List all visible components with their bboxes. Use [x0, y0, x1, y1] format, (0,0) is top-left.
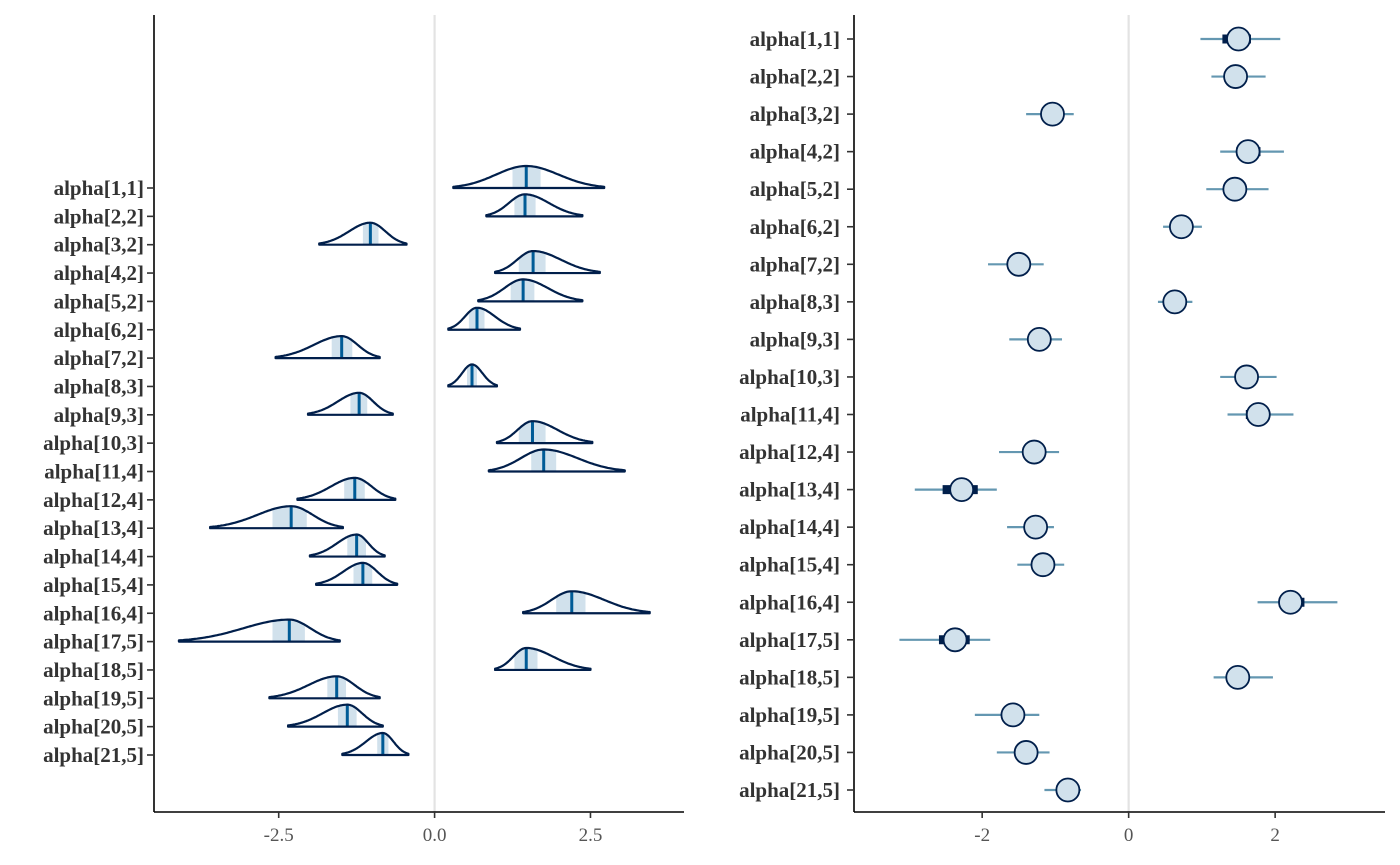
y-tick-label: alpha[9,3]: [750, 327, 840, 351]
y-tick-label: alpha[1,1]: [750, 27, 840, 51]
point-estimate: [1013, 740, 1039, 765]
interval-panel: -2 0 2 alpha[1,1] alpha[2,2] alpha[3,2] alpha[…: [739, 15, 1385, 846]
density-curve: [308, 533, 386, 558]
y-tick-label: alpha[18,5]: [43, 658, 144, 682]
density-curve: [177, 618, 341, 643]
y-tick-label: alpha[4,2]: [54, 261, 144, 285]
y-tick-label: alpha[5,2]: [54, 289, 144, 313]
y-tick-label: alpha[15,4]: [739, 553, 840, 577]
density-curve: [493, 250, 601, 275]
y-tick-label: alpha[11,4]: [44, 460, 144, 484]
y-tick-label: alpha[3,2]: [750, 102, 840, 126]
y-tick-label: alpha[19,5]: [739, 703, 840, 727]
point-estimate: [1023, 514, 1049, 540]
y-tick-label: alpha[16,4]: [43, 601, 144, 625]
y-tick-label: alpha[21,5]: [739, 778, 840, 802]
point-estimate: [1278, 589, 1303, 615]
y-tick-label: alpha[17,5]: [43, 630, 144, 654]
point-estimate: [942, 627, 968, 653]
point-estimate: [1021, 439, 1047, 465]
x-tick-label: -2.5: [264, 825, 294, 846]
density-curve: [452, 164, 606, 190]
point-estimate: [1168, 214, 1194, 240]
density-curve: [477, 278, 584, 303]
point-estimate: [1223, 64, 1248, 89]
y-tick-label: alpha[2,2]: [54, 204, 144, 228]
y-tick-label: alpha[8,3]: [750, 290, 840, 314]
density-curve: [286, 703, 384, 728]
density-curve: [341, 731, 410, 757]
y-tick-label: alpha[20,5]: [739, 740, 840, 764]
y-tick-label: alpha[9,3]: [54, 403, 144, 427]
y-tick-label: alpha[4,2]: [750, 140, 840, 164]
density-curve: [493, 646, 592, 672]
density-curve: [318, 221, 408, 246]
point-estimate: [1040, 101, 1065, 127]
y-tick-label: alpha[7,2]: [54, 346, 144, 370]
y-tick-label: alpha[14,4]: [739, 515, 840, 539]
point-estimate: [949, 477, 975, 503]
density-curve: [522, 590, 651, 615]
y-tick-label: alpha[10,3]: [43, 431, 144, 455]
y-tick-label: alpha[19,5]: [43, 686, 144, 710]
density-curve: [315, 561, 399, 586]
density-curve: [268, 675, 381, 700]
y-tick-label: alpha[6,2]: [750, 215, 840, 239]
density-curve: [209, 505, 345, 530]
y-tick-label: alpha[14,4]: [43, 545, 144, 569]
point-estimate: [1030, 552, 1056, 578]
x-tick-label: 0: [1124, 825, 1134, 846]
density-curve: [447, 306, 522, 331]
y-tick-label: alpha[13,4]: [739, 478, 840, 502]
y-tick-label: alpha[8,3]: [54, 374, 144, 398]
ridgeline-panel: -2.5 0.0 2.5 alpha[1,1] alpha[2,2] alpha[3,2]…: [43, 15, 684, 846]
y-tick-label: alpha[11,4]: [740, 403, 840, 427]
point-estimate: [1000, 702, 1026, 728]
y-tick-label: alpha[3,2]: [54, 233, 144, 257]
point-estimate: [1162, 289, 1188, 315]
point-estimate: [1225, 664, 1251, 690]
density-curve: [296, 476, 397, 501]
y-tick-label: alpha[21,5]: [43, 743, 144, 767]
point-estimate: [1235, 139, 1261, 165]
y-tick-label: alpha[15,4]: [43, 573, 144, 597]
density-curve: [485, 193, 584, 218]
point-estimate: [1055, 777, 1081, 803]
x-tick-label: 2.5: [579, 825, 603, 846]
x-tick-label: 2: [1270, 825, 1280, 846]
y-tick-label: alpha[7,2]: [750, 252, 840, 276]
density-inner-area: [272, 506, 307, 529]
y-tick-label: alpha[5,2]: [750, 177, 840, 201]
y-tick-label: alpha[18,5]: [739, 665, 840, 689]
density-curve: [274, 335, 381, 360]
y-tick-label: alpha[1,1]: [54, 176, 144, 200]
y-tick-label: alpha[20,5]: [43, 715, 144, 739]
density-curve: [447, 363, 499, 388]
y-tick-label: alpha[6,2]: [54, 318, 144, 342]
y-tick-label: alpha[17,5]: [739, 628, 840, 652]
density-curve: [306, 391, 394, 416]
y-tick-label: alpha[16,4]: [739, 590, 840, 614]
point-estimate: [1006, 251, 1032, 277]
x-tick-label: -2: [974, 825, 990, 846]
x-tick-label: 0.0: [423, 825, 447, 846]
point-estimate: [1026, 326, 1052, 352]
y-tick-label: alpha[13,4]: [43, 516, 144, 540]
y-tick-label: alpha[2,2]: [750, 65, 840, 89]
point-estimate: [1226, 26, 1251, 52]
point-estimate: [1245, 402, 1271, 427]
density-curve: [487, 448, 626, 473]
point-estimate: [1234, 364, 1259, 390]
y-tick-label: alpha[12,4]: [43, 488, 144, 512]
point-estimate: [1222, 176, 1248, 202]
y-tick-label: alpha[10,3]: [739, 365, 840, 389]
density-curve: [495, 420, 594, 445]
y-tick-label: alpha[12,4]: [739, 440, 840, 464]
